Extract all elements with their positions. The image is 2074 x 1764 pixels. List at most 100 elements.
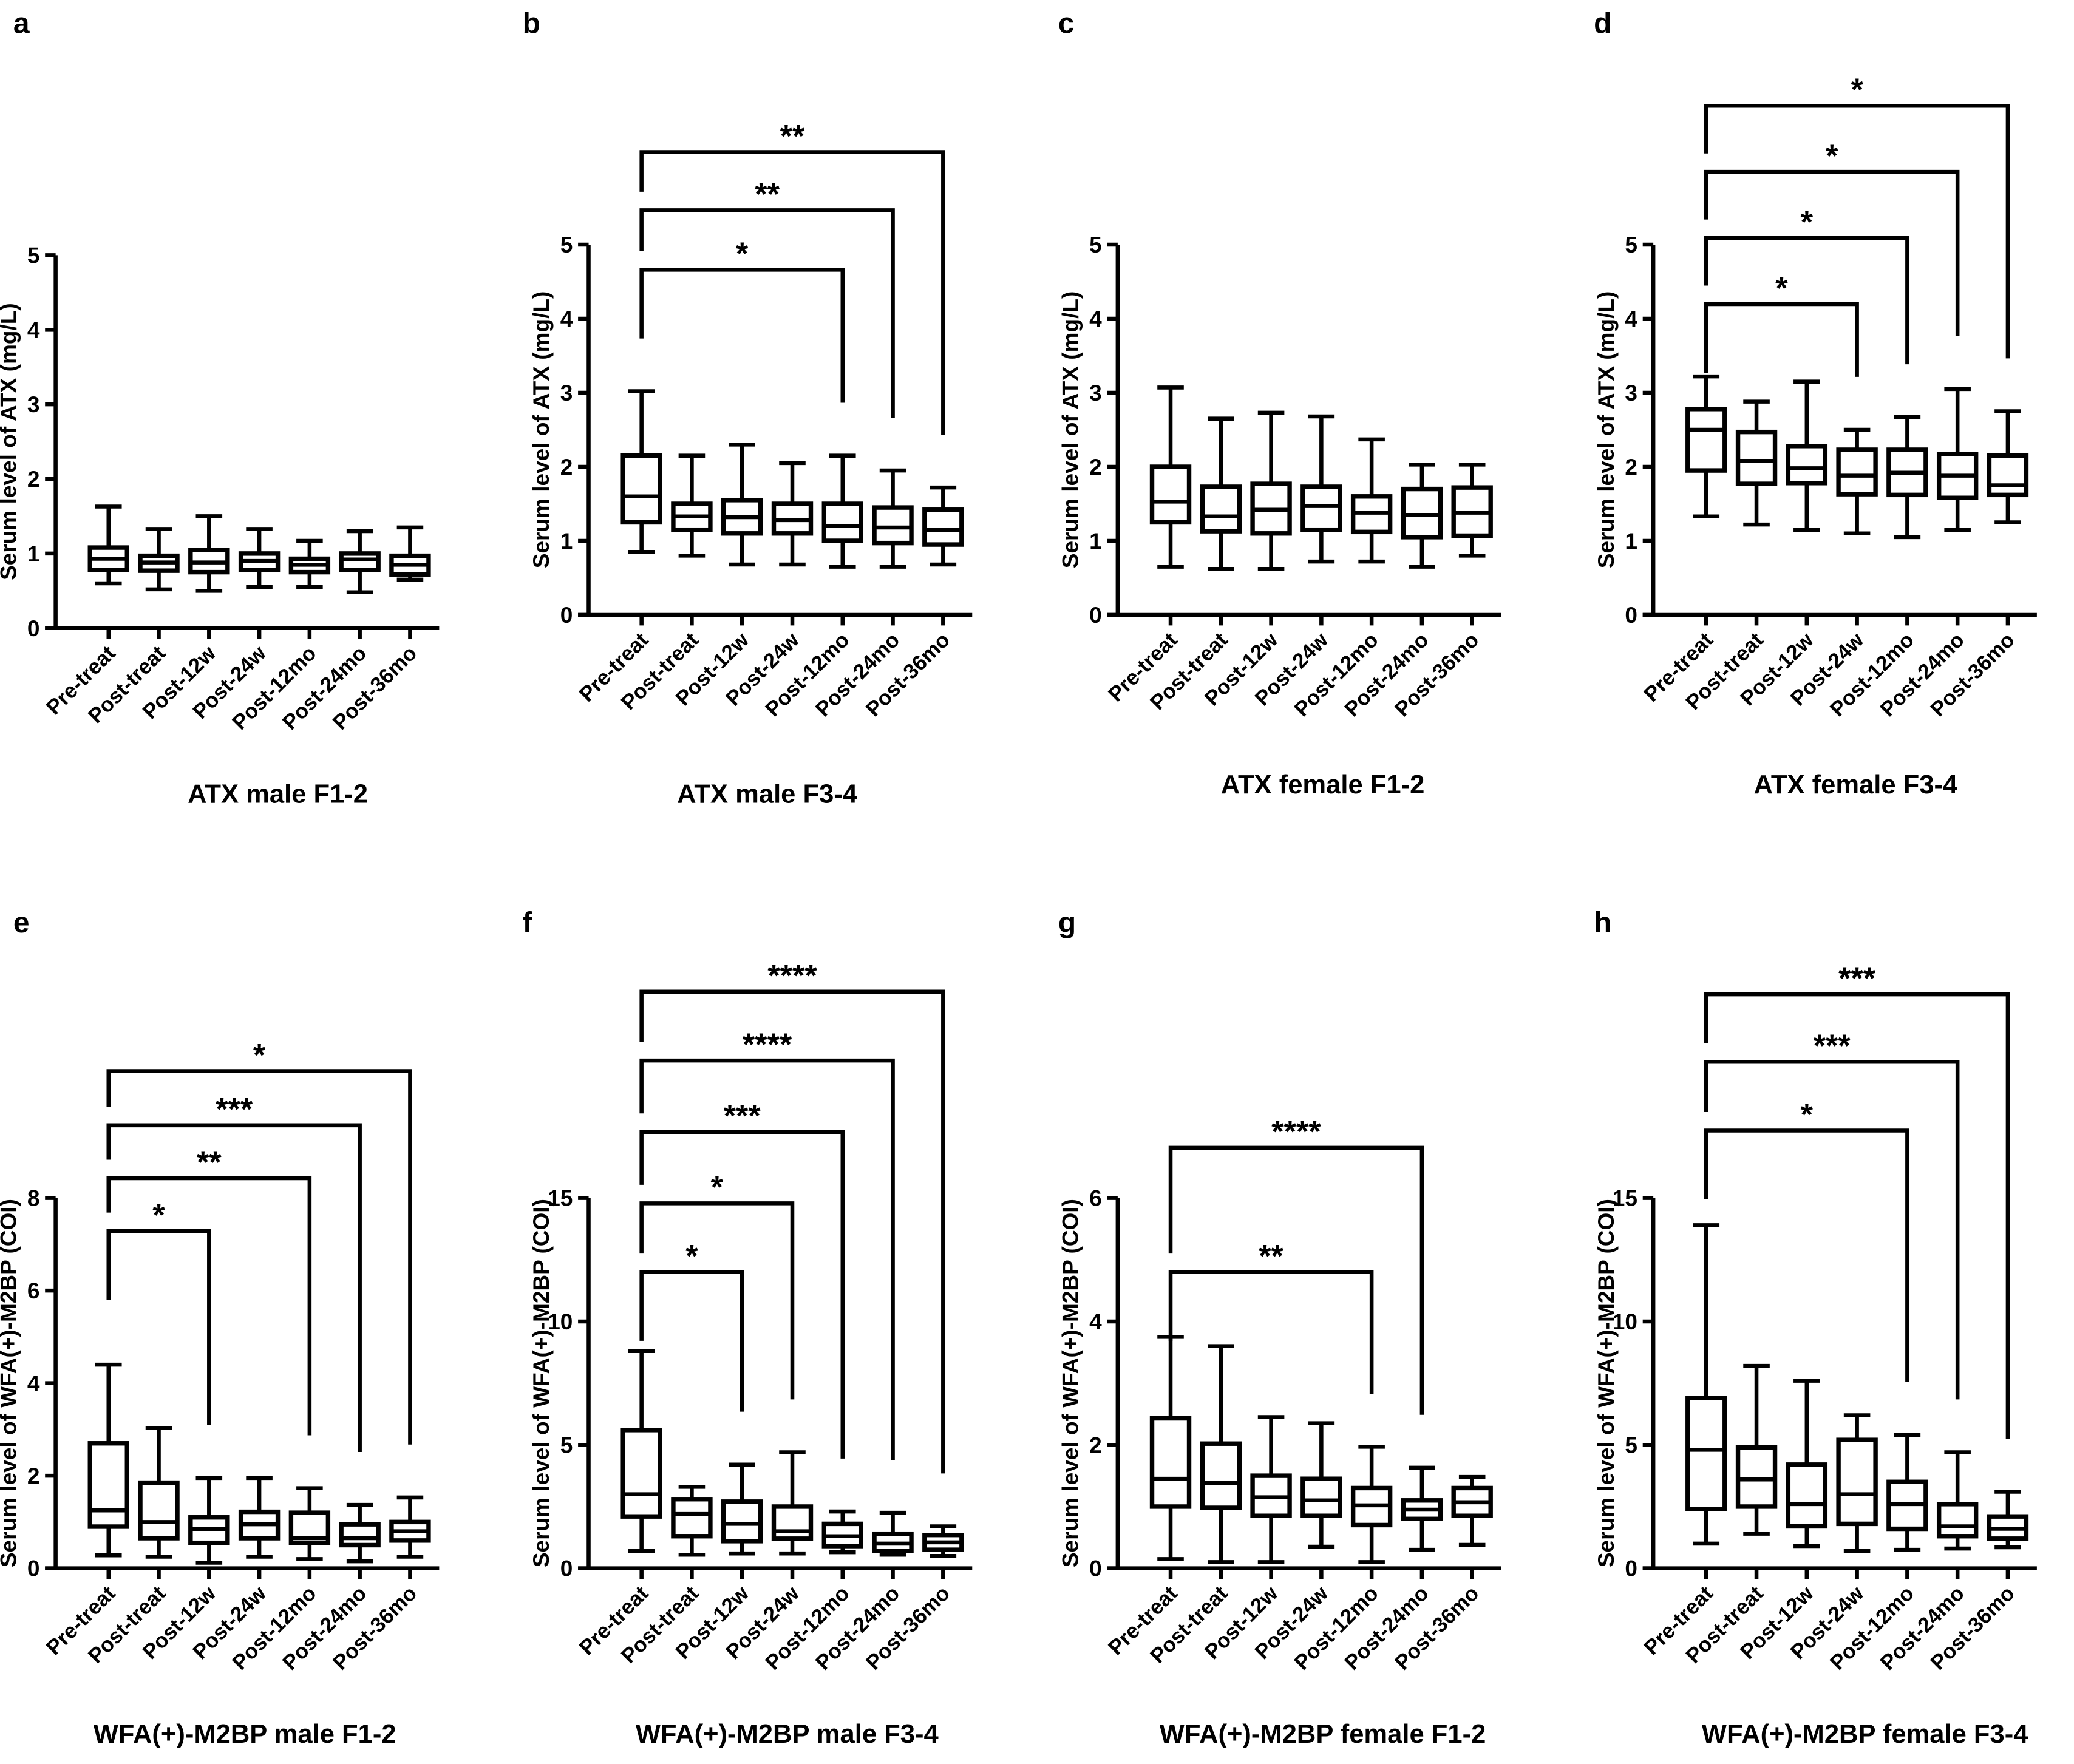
box-post-treat <box>1200 1344 1242 1564</box>
box-post-36mo <box>389 525 431 582</box>
iqr-box <box>671 1497 713 1539</box>
box-post-36mo <box>1451 1474 1493 1547</box>
box-pre-treat <box>620 389 662 554</box>
significance-bracket: **** <box>639 958 945 1474</box>
bracket-line <box>639 989 945 1474</box>
box-post-12mo <box>288 1486 331 1561</box>
significance-bracket: *** <box>1704 1029 1960 1400</box>
y-axis-title: Serum level of ATX (mg/L) <box>1593 291 1619 569</box>
iqr-box <box>1685 407 1727 473</box>
significance-bracket: **** <box>639 1027 895 1460</box>
significance-label: **** <box>743 1027 792 1062</box>
box-post-12w <box>1786 379 1828 532</box>
box-post-treat <box>671 1485 713 1557</box>
significance-bracket: ** <box>106 1145 312 1436</box>
y-tick-label: 0 <box>1625 1556 1637 1581</box>
y-tick-label: 2 <box>1625 454 1637 480</box>
box-post-24mo <box>1936 387 1979 532</box>
box-pre-treat <box>1149 1335 1192 1561</box>
y-tick-label: 5 <box>27 243 40 268</box>
significance-label: * <box>736 237 749 272</box>
box-post-36mo <box>389 1495 431 1559</box>
box-post-24mo <box>1401 463 1443 569</box>
significance-label: *** <box>1838 961 1876 996</box>
bracket-line <box>1704 992 2010 1439</box>
box-post-24mo <box>872 468 914 569</box>
panel-title: WFA(+)-M2BP male F3-4 <box>636 1720 939 1749</box>
box-post-24mo <box>1936 1450 1979 1551</box>
iqr-box <box>138 1480 180 1541</box>
y-tick-label: 5 <box>560 232 573 257</box>
y-axis-title: Serum level of WFA(+)-M2BP (COI) <box>528 1199 554 1567</box>
y-tick-label: 3 <box>1625 380 1637 405</box>
iqr-box <box>1149 464 1192 525</box>
iqr-box <box>1735 1445 1778 1509</box>
significance-label: * <box>1775 271 1788 306</box>
iqr-box <box>620 453 662 525</box>
bracket-line <box>639 1058 895 1460</box>
box-pre-treat <box>1149 385 1192 569</box>
box-post-24w <box>1300 414 1342 564</box>
y-tick-label: 1 <box>560 528 573 554</box>
y-tick-label: 3 <box>560 380 573 405</box>
y-tick-label: 4 <box>560 306 573 331</box>
y-tick-label: 1 <box>27 541 40 566</box>
bracket-line <box>1704 236 1909 365</box>
y-tick-label: 0 <box>27 616 40 641</box>
iqr-box <box>1685 1396 1727 1511</box>
y-tick-label: 10 <box>1613 1309 1637 1334</box>
box-post-12w <box>721 1462 763 1556</box>
bracket-line <box>106 1123 362 1453</box>
iqr-box <box>620 1428 662 1519</box>
y-tick-label: 0 <box>560 602 573 628</box>
panel-letter: f <box>523 907 533 939</box>
bracket-line <box>639 208 895 418</box>
significance-bracket: ** <box>639 119 945 435</box>
y-axis-title: Serum level of WFA(+)-M2BP (COI) <box>1593 1199 1619 1567</box>
box-pre-treat <box>87 1362 129 1558</box>
box-post-treat <box>1735 1363 1778 1536</box>
y-tick-label: 0 <box>1625 602 1637 628</box>
box-post-12w <box>188 1476 230 1565</box>
y-tick-label: 5 <box>1089 232 1102 257</box>
y-tick-label: 6 <box>27 1278 40 1303</box>
significance-label: * <box>685 1239 698 1274</box>
significance-bracket: ** <box>1168 1239 1374 1394</box>
iqr-box <box>1200 1441 1242 1510</box>
box-post-36mo <box>1987 409 2029 524</box>
significance-bracket: * <box>1704 271 1859 377</box>
iqr-box <box>1786 1462 1828 1529</box>
iqr-box <box>821 501 863 543</box>
significance-bracket: **** <box>1168 1114 1424 1415</box>
significance-label: * <box>1826 138 1838 174</box>
panel-letter: c <box>1058 7 1075 39</box>
iqr-box <box>339 1522 381 1548</box>
y-tick-label: 2 <box>1089 454 1102 480</box>
bracket-line <box>1704 1128 1909 1382</box>
significance-label: ** <box>780 119 805 154</box>
box-post-treat <box>138 1426 180 1559</box>
y-tick-label: 2 <box>1089 1432 1102 1457</box>
box-post-36mo <box>1451 463 1493 558</box>
bracket-line <box>639 150 945 435</box>
significance-bracket: * <box>639 237 845 403</box>
iqr-box <box>771 1504 814 1541</box>
iqr-box <box>1836 1437 1878 1527</box>
iqr-box <box>1300 484 1342 532</box>
significance-label: * <box>711 1170 724 1206</box>
box-pre-treat <box>1685 1223 1727 1546</box>
box-post-24w <box>1300 1421 1342 1549</box>
significance-label: *** <box>724 1099 761 1134</box>
significance-label: * <box>1851 73 1863 108</box>
box-post-12w <box>1250 410 1292 571</box>
box-post-12mo <box>1350 1445 1393 1564</box>
bracket-line <box>639 1130 845 1459</box>
iqr-box <box>922 507 964 547</box>
panel-letter: h <box>1594 907 1611 939</box>
iqr-box <box>1936 1502 1979 1539</box>
significance-label: ** <box>1259 1239 1284 1274</box>
significance-label: * <box>152 1198 165 1233</box>
